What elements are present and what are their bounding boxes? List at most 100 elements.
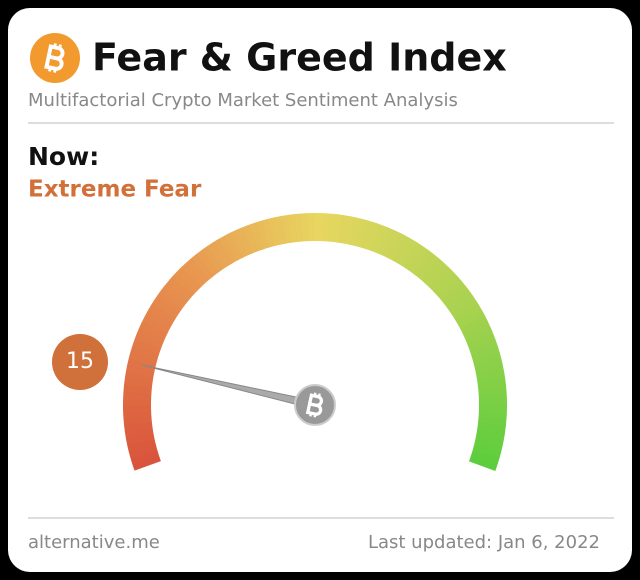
- gauge-segment: [457, 309, 485, 329]
- gauge-segment: [288, 214, 299, 243]
- gauge-segment: [207, 241, 229, 270]
- gauge-segment: [191, 253, 215, 280]
- gauge-segment: [343, 215, 356, 245]
- gauge-segment: [470, 345, 500, 361]
- gauge-segment: [450, 297, 479, 319]
- source: alternative.me: [28, 532, 160, 553]
- gauge-segment: [145, 308, 174, 329]
- gauge-segment: [467, 333, 496, 350]
- gauge-segment: [134, 332, 164, 349]
- gauge-segment: [125, 433, 155, 445]
- gauge-segment: [224, 232, 244, 261]
- gauge-segment: [127, 438, 156, 452]
- gauge-segment: [139, 320, 168, 339]
- chart-title: Fear & Greed Index: [92, 36, 507, 80]
- gauge-segment: [474, 358, 503, 372]
- gauge-segment: [294, 213, 304, 242]
- gauge-segment: [472, 444, 502, 459]
- gauge-segment: [440, 281, 467, 305]
- gauge-segment: [127, 358, 156, 371]
- gauge-segment: [124, 377, 153, 388]
- gauge-segment: [462, 320, 491, 339]
- gauge-segment: [469, 455, 498, 471]
- gauge-segment: [469, 339, 498, 355]
- gauge-segment: [332, 214, 343, 243]
- gauge-segment: [476, 427, 506, 439]
- gauge-segment: [236, 226, 254, 256]
- gauge-segment: [411, 249, 434, 276]
- gauge-segment: [397, 238, 418, 267]
- gauge-segment: [476, 371, 506, 383]
- gauge-segment: [475, 433, 505, 446]
- gauge-segment: [196, 249, 219, 276]
- gauge-segment: [132, 455, 161, 471]
- gauge-segment: [447, 292, 475, 314]
- gauge-segment: [136, 326, 166, 344]
- now-label: Now:: [28, 142, 99, 171]
- gauge-segment: [478, 405, 507, 413]
- gauge-segment: [155, 291, 183, 314]
- subtitle: Multifactorial Crypto Market Sentiment A…: [28, 90, 458, 111]
- gauge-segment: [122, 404, 152, 412]
- classification: Extreme Fear: [28, 177, 202, 203]
- gauge-segment: [406, 245, 429, 273]
- gauge-segment: [475, 365, 505, 377]
- gauge-segment: [123, 391, 152, 400]
- gauge-segment: [415, 253, 439, 280]
- gauge-segment: [230, 229, 249, 258]
- gauge-segment: [478, 384, 507, 394]
- gauge-segment: [401, 242, 423, 270]
- gauge-segment: [478, 398, 507, 406]
- gauge-segment: [130, 345, 160, 360]
- gauge-segment: [477, 422, 506, 433]
- gauge-segment: [391, 235, 412, 264]
- gauge-segment: [124, 421, 153, 432]
- value-label: 15: [66, 349, 94, 374]
- gauge-segment: [159, 286, 186, 309]
- gauge-segment: [424, 262, 449, 288]
- gauge-segment: [255, 220, 271, 250]
- gauge-segment: [444, 286, 471, 309]
- gauge-segment: [464, 326, 494, 344]
- gauge-segment: [152, 297, 180, 319]
- gauge-segment: [386, 232, 406, 261]
- gauge: 15: [52, 213, 507, 471]
- gauge-segment: [360, 220, 375, 250]
- gauge-segment: [454, 303, 482, 324]
- gauge-segment: [142, 314, 171, 334]
- gauge-segment: [176, 266, 202, 292]
- gauge-segment: [477, 378, 506, 389]
- gauge-segment: [219, 235, 239, 263]
- gauge-segment: [123, 416, 152, 426]
- gauge-segment: [371, 224, 388, 254]
- gauge-segment: [459, 314, 488, 334]
- gauge-segment: [202, 245, 224, 273]
- updated: Last updated: Jan 6, 2022: [368, 532, 600, 553]
- gauge-segment: [128, 351, 158, 366]
- gauge-segment: [128, 444, 158, 458]
- gauge-segment: [249, 222, 265, 251]
- gauge-segment: [349, 217, 362, 246]
- gauge-segment: [470, 450, 500, 465]
- gauge-segment: [148, 302, 177, 323]
- gauge-segment: [436, 276, 463, 300]
- gauge-segment: [354, 218, 369, 248]
- gauge-segment: [243, 224, 260, 253]
- gauge-segment: [337, 214, 349, 244]
- gauge-segment: [281, 214, 293, 244]
- gauge-segment: [268, 217, 282, 246]
- gauge-segment: [130, 449, 160, 465]
- gauge-segment: [428, 266, 454, 292]
- gauge-segment: [132, 339, 161, 355]
- gauge-segment: [381, 229, 400, 258]
- gauge-segment: [124, 371, 154, 383]
- gauge-segment: [181, 262, 206, 288]
- gauge-segment: [163, 281, 190, 305]
- gauge-segment: [301, 213, 310, 242]
- gauge-segment: [478, 410, 507, 419]
- gauge-segment: [167, 276, 194, 300]
- card: [8, 8, 632, 572]
- gauge-segment: [213, 238, 234, 266]
- gauge-segment: [186, 257, 210, 284]
